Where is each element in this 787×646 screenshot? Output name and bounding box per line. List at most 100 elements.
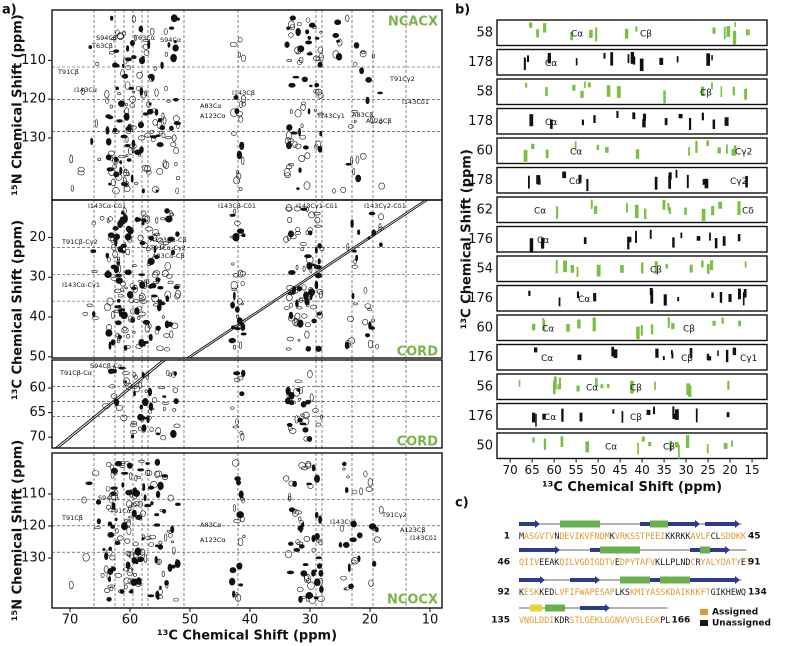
contour-peak — [340, 186, 347, 194]
strip-peak — [678, 113, 683, 119]
contour-peak — [120, 134, 128, 139]
contour-peak — [128, 86, 135, 90]
contour-peak — [175, 231, 180, 237]
contour-peak — [110, 178, 116, 187]
contour-peak — [290, 109, 293, 114]
contour-peak — [108, 576, 112, 583]
contour-peak — [125, 489, 133, 496]
contour-peak — [237, 318, 243, 326]
contour-peak — [153, 232, 161, 237]
contour-peak — [312, 408, 319, 413]
contour-peak — [105, 462, 112, 467]
contour-peak — [241, 497, 246, 504]
contour-peak — [153, 245, 157, 254]
contour-peak — [119, 589, 125, 594]
contour-peak — [162, 395, 167, 398]
contour-peak — [122, 30, 127, 36]
contour-peak — [173, 40, 177, 44]
contour-peak — [294, 143, 302, 149]
contour-peak — [314, 36, 320, 40]
contour-peak — [114, 539, 120, 544]
strip: 178 Cα — [468, 107, 768, 135]
strip-peak — [596, 144, 600, 151]
contour-peak — [110, 339, 116, 346]
contour-peak — [297, 397, 302, 401]
y-tick-label: 130 — [21, 551, 46, 566]
strip-frame — [496, 78, 768, 106]
peak-label: Cβ — [650, 265, 662, 275]
strip-peak — [706, 53, 711, 66]
contour-peak — [134, 182, 139, 185]
strip-peak — [646, 409, 651, 416]
contour-peak — [105, 126, 110, 135]
contour-peak — [132, 489, 141, 497]
contour-peak — [236, 562, 242, 570]
contour-peak — [123, 377, 130, 386]
contour-peak — [131, 509, 137, 518]
strip-peak — [555, 259, 558, 274]
strip-peak — [731, 148, 735, 156]
strip-peak — [726, 26, 731, 37]
contour-peak — [123, 242, 127, 249]
contour-peak — [93, 526, 101, 530]
contour-peak — [109, 384, 116, 389]
y-tick-label: 40 — [29, 310, 46, 325]
strip-peak — [628, 236, 632, 243]
contour-peak — [108, 150, 115, 156]
sequence-row: 46 QIIVEEAKQILVGDIGDTVEDPYTAFVKLLPLNDCRYA… — [497, 546, 761, 568]
strip-peak — [639, 58, 644, 72]
contour-peak — [115, 64, 120, 68]
contour-peak — [117, 246, 124, 253]
contour-peak — [378, 182, 386, 190]
strip-peak — [545, 87, 548, 97]
contour-peak — [116, 256, 120, 261]
strip-peak — [635, 230, 637, 243]
contour-peak — [304, 330, 310, 339]
strip-peak — [627, 236, 630, 250]
strip-tick-label: 50 — [476, 438, 493, 453]
contour-peak — [112, 164, 118, 169]
contour-peak — [125, 153, 129, 158]
contour-peak — [77, 170, 85, 176]
contour-peak — [352, 249, 357, 253]
contour-peak — [114, 573, 123, 578]
peak-label: Cα — [544, 413, 556, 423]
contour-peak — [285, 206, 293, 211]
peak-label: Cα — [545, 59, 557, 69]
strip-peak — [724, 117, 729, 126]
contour-peak — [288, 32, 294, 38]
contour-peak — [111, 310, 115, 319]
contour-peak — [108, 51, 115, 55]
contour-peak — [107, 521, 113, 527]
strip-tick-label: 178 — [468, 114, 493, 129]
contour-peak — [171, 134, 177, 142]
strip: 176 Cα — [468, 284, 768, 312]
contour-peak — [342, 461, 347, 467]
contour-peak — [296, 306, 303, 310]
y-tick-label: 110 — [21, 53, 46, 68]
strip-peak — [649, 229, 652, 239]
peak-label: Cγ2 — [730, 177, 747, 187]
contour-peak — [302, 145, 309, 150]
strip-peak — [737, 234, 741, 242]
y-axis-title: ¹⁵N Chemical Shift (ppm) — [11, 440, 26, 621]
beta-strand — [519, 520, 540, 528]
contour-peak — [105, 138, 112, 146]
contour-peak — [294, 379, 303, 383]
contour-peak — [173, 147, 179, 155]
contour-peak — [155, 427, 162, 435]
contour-peak — [131, 55, 137, 60]
strip-frame — [496, 137, 768, 165]
contour-peak — [234, 306, 240, 313]
contour-peak — [284, 172, 291, 179]
residue-start: 92 — [497, 588, 510, 598]
contour-peak — [148, 333, 153, 341]
beta-strand — [519, 546, 560, 554]
contour-peak — [332, 33, 340, 38]
contour-peak — [228, 577, 236, 586]
contour-peak — [85, 481, 93, 486]
contour-peak — [68, 580, 74, 590]
peak-label: T91Cα — [109, 507, 131, 515]
strip: 178 Cα Cγ2 — [468, 166, 768, 194]
contour-peak — [118, 154, 126, 159]
